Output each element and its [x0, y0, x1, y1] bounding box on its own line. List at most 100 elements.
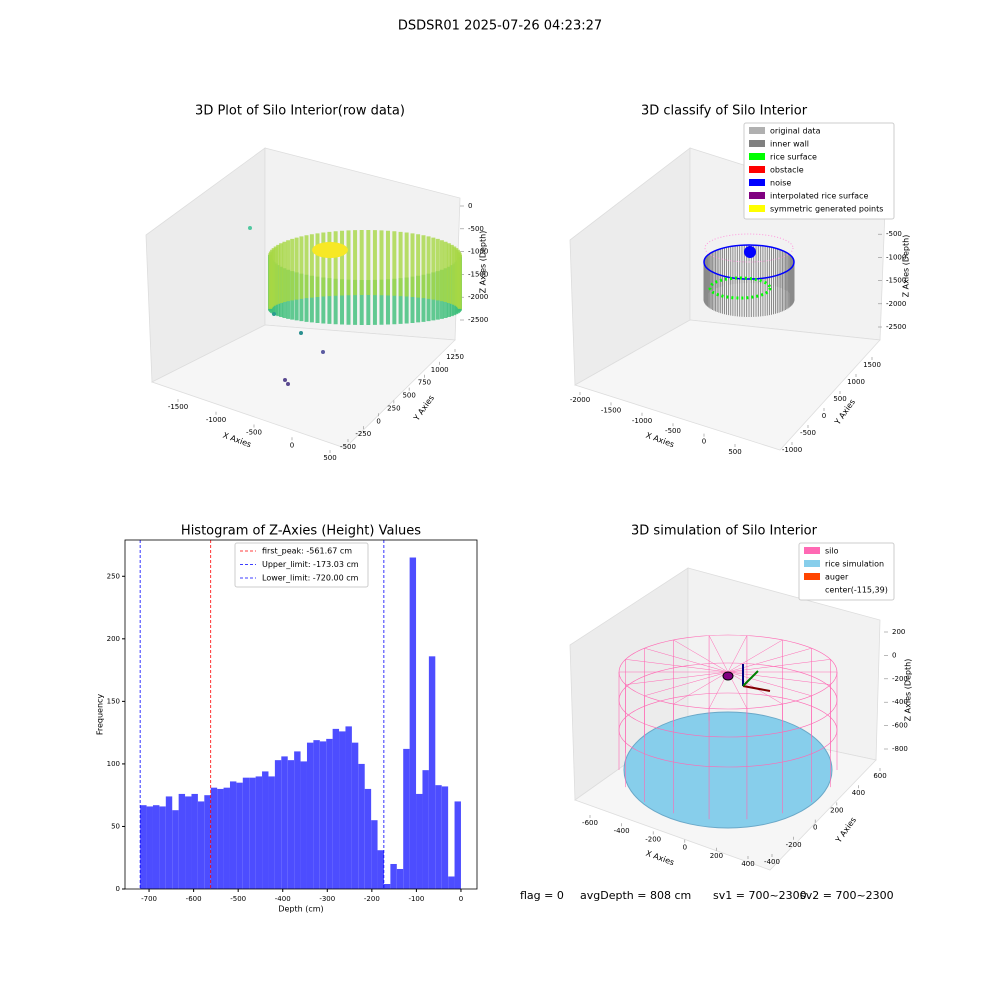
- silo-wire: [727, 647, 812, 673]
- point-cloud: [704, 233, 794, 263]
- z-tick-label: 0: [468, 202, 472, 210]
- bar: [339, 731, 346, 889]
- bar: [422, 770, 429, 889]
- point-cloud: [708, 276, 772, 300]
- y-tick-label: 250: [107, 572, 120, 580]
- bar: [185, 796, 192, 889]
- legend-label: interpolated rice surface: [770, 192, 868, 201]
- y-axis-label: Frequency: [96, 694, 105, 736]
- y-tick-label: 0: [813, 824, 817, 832]
- y-tick-label: -500: [800, 429, 816, 437]
- y-tick-label: -200: [786, 841, 802, 849]
- y-tick-label: 250: [387, 404, 400, 412]
- y-tick-label: 0: [116, 885, 120, 893]
- point-cloud: [248, 226, 252, 230]
- z-tick-label: -1500: [886, 277, 906, 285]
- bar: [409, 557, 417, 889]
- silo-wire: [618, 692, 838, 768]
- point-cloud: [283, 378, 287, 382]
- silo-wire: [727, 639, 783, 673]
- silo-wire: [727, 635, 748, 673]
- z-tick-label: -2000: [886, 300, 906, 308]
- x-tick-label: -600: [186, 895, 202, 903]
- bar: [287, 760, 295, 889]
- bar: [268, 776, 275, 889]
- x-tick-label: -1000: [632, 417, 652, 425]
- legend-label: silo: [825, 547, 839, 556]
- y-tick-label: -500: [340, 443, 356, 451]
- z-tick-label: -600: [892, 722, 908, 730]
- x-tick-label: -1500: [601, 406, 621, 414]
- y-tick-label: -400: [764, 858, 780, 866]
- x-tick-label: 0: [702, 438, 706, 446]
- bar: [319, 741, 327, 889]
- auger: [722, 671, 734, 681]
- bar: [403, 748, 410, 889]
- bar: [242, 777, 250, 889]
- bar: [351, 742, 359, 889]
- legend-box: [798, 542, 895, 601]
- y-tick-label: 500: [402, 392, 415, 400]
- legend-swatch: [749, 153, 765, 160]
- y-tick-label: 0: [376, 417, 380, 425]
- x-tick-label: 400: [741, 860, 754, 868]
- x-tick-label: 0: [290, 441, 294, 449]
- y-tick-label: 600: [873, 772, 886, 780]
- silo-wire: [673, 639, 729, 673]
- status-text: avgDepth = 808 cm: [580, 889, 691, 902]
- bar: [428, 656, 436, 889]
- bar: [326, 738, 333, 889]
- y-tick-label: 1000: [431, 366, 449, 374]
- point-cloud: [312, 242, 348, 258]
- z-tick-label: -2000: [468, 293, 488, 301]
- pane: [574, 319, 881, 451]
- point-cloud: [321, 350, 325, 354]
- panel-title: 3D Plot of Silo Interior(row data): [195, 104, 405, 119]
- point-cloud: [272, 312, 276, 316]
- legend-box: [743, 122, 895, 220]
- z-tick-label: -2500: [886, 323, 906, 331]
- x-tick-label: -700: [141, 895, 157, 903]
- legend-label: center(-115,39): [825, 586, 888, 595]
- z-tick-label: -2500: [468, 316, 488, 324]
- y-tick-label: 750: [418, 379, 431, 387]
- bar: [229, 781, 237, 889]
- silo-wire: [618, 634, 838, 710]
- legend-swatch: [749, 140, 765, 147]
- bar: [152, 805, 160, 889]
- y-axis-label: Y Axies: [833, 816, 858, 846]
- point-cloud: [299, 331, 303, 335]
- legend-label: Upper_limit: -173.03 cm: [262, 560, 359, 569]
- legend-label: obstacle: [770, 166, 804, 175]
- x-tick-label: 500: [323, 454, 336, 462]
- point-cloud: [286, 382, 290, 386]
- bar: [390, 863, 397, 889]
- legend-label: noise: [770, 179, 791, 188]
- bar: [165, 796, 173, 889]
- silo-wire: [644, 647, 729, 673]
- silo-wire: [727, 659, 831, 673]
- bar: [140, 805, 147, 889]
- silo-wire: [727, 671, 812, 697]
- point-cloud: [744, 246, 756, 258]
- x-tick-label: 0: [683, 844, 687, 852]
- bar: [178, 793, 186, 889]
- legend-swatch: [749, 179, 765, 186]
- z-tick-label: -1000: [468, 248, 488, 256]
- bar: [191, 793, 198, 889]
- x-tick-label: -100: [408, 895, 424, 903]
- z-tick-label: -500: [886, 230, 902, 238]
- legend-label: original data: [770, 127, 821, 136]
- z-tick-label: -500: [468, 225, 484, 233]
- axis-arrow: [742, 685, 771, 692]
- legend-label: first_peak: -561.67 cm: [262, 547, 352, 556]
- y-tick-label: 100: [107, 760, 120, 768]
- bar: [300, 761, 307, 889]
- silo-wire: [708, 635, 729, 673]
- x-tick-label: -400: [275, 895, 291, 903]
- bar: [345, 726, 352, 889]
- y-tick-label: -250: [355, 430, 371, 438]
- legend-label: rice simulation: [825, 560, 884, 569]
- bar: [204, 795, 211, 889]
- pane: [150, 324, 456, 449]
